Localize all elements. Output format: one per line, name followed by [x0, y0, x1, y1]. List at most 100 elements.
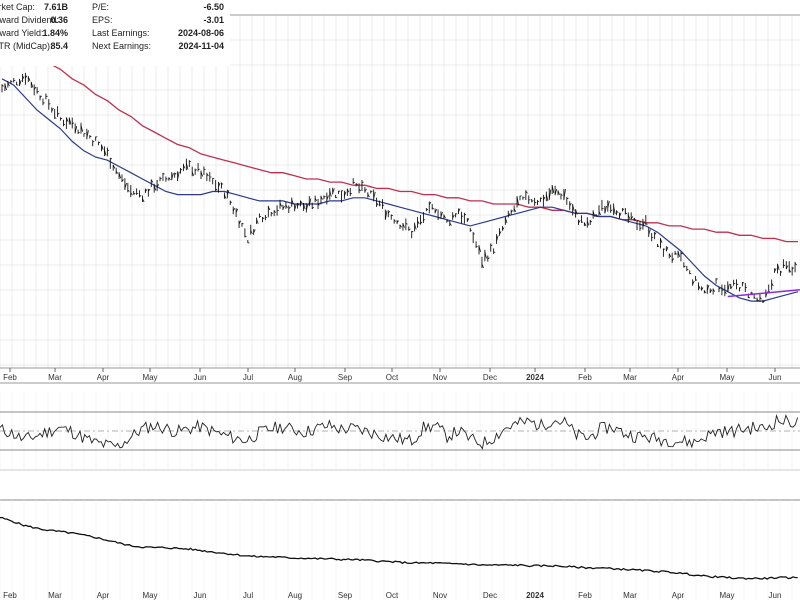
long-moving-average-line [1, 40, 798, 243]
price-bar-tick [168, 177, 171, 181]
price-bar-tick [496, 235, 499, 241]
price-bar-tick [657, 245, 660, 247]
price-bar-tick [762, 300, 765, 303]
price-bar-tick [156, 184, 160, 187]
price-bar-tick [627, 214, 631, 219]
price-bar-tick [36, 91, 39, 93]
price-bar-tick [314, 198, 318, 202]
price-bar-tick [332, 188, 335, 194]
price-bar-tick [305, 203, 309, 211]
price-bar-tick [446, 220, 449, 222]
price-bar-tick [250, 230, 253, 234]
price-bar-tick [95, 136, 98, 138]
x-tick-label: Feb [3, 373, 17, 382]
price-bar-tick [71, 122, 75, 125]
price-bar-tick [1, 84, 4, 87]
price-bar-tick [376, 202, 379, 206]
stat-value: 1.84% [42, 28, 68, 38]
price-bar-tick [7, 82, 10, 87]
price-bar-tick [642, 221, 645, 228]
price-bar-tick [33, 86, 37, 90]
price-bar-tick [490, 244, 493, 247]
price-bar-tick [189, 160, 192, 163]
price-bar-tick [215, 188, 218, 191]
price-bar-tick [121, 179, 124, 182]
price-bar-tick [127, 189, 130, 192]
price-bar-tick [118, 172, 122, 179]
price-bar-tick [66, 117, 69, 122]
price-bar-tick [540, 197, 543, 199]
price-bar-tick [51, 107, 54, 112]
price-bar-tick [654, 232, 657, 235]
price-bar-tick [285, 204, 288, 209]
price-bar-tick [519, 195, 522, 197]
price-bar-tick [780, 271, 783, 273]
price-bar-tick [648, 229, 651, 235]
price-bar-tick [145, 189, 148, 192]
x-tick-label: Sep [338, 373, 353, 382]
price-bar-tick [665, 246, 669, 252]
price-bar-tick [431, 207, 435, 210]
bottom-x-tick-label: 2024 [526, 591, 544, 600]
price-bar-tick [522, 197, 525, 199]
short-moving-average-group [1, 78, 799, 302]
price-bar-tick [165, 178, 168, 180]
price-bar-tick [147, 188, 151, 192]
stat-label: P/E: [92, 2, 110, 12]
price-bar-tick [115, 170, 119, 174]
price-bar-tick [130, 192, 133, 196]
price-bar-tick [584, 222, 587, 226]
price-bar-tick [440, 211, 443, 217]
price-bar-tick [759, 297, 762, 300]
bottom-indicator-line [0, 516, 798, 580]
price-bar-tick [630, 216, 634, 220]
price-bar-tick [753, 297, 756, 299]
price-bar-tick [22, 76, 25, 80]
price-bar-tick [545, 194, 549, 202]
price-bar-tick [578, 220, 581, 224]
price-bar-tick [557, 190, 560, 195]
price-bar-tick [724, 291, 727, 294]
price-bar-tick [27, 76, 31, 81]
price-bar-tick [513, 208, 517, 212]
stat-value: -3.01 [203, 15, 224, 25]
price-bar-tick [569, 202, 572, 207]
stat-value: 2024-11-04 [178, 41, 224, 51]
price-bar-tick [218, 182, 221, 187]
price-bar-tick [420, 221, 423, 224]
price-bar-tick [426, 208, 429, 211]
stat-label: Last Earnings: [92, 28, 150, 38]
bottom-x-tick-label: Mar [48, 591, 62, 600]
x-tick-label: Jun [194, 373, 207, 382]
price-bars-group [1, 72, 797, 303]
price-bar-tick [238, 220, 242, 225]
price-bar-tick [771, 282, 774, 287]
price-bar-tick [402, 223, 405, 228]
stats-box: Market Cap: 7.61B Forward Dividend: 0.36… [0, 0, 230, 66]
x-tick-label: May [142, 373, 157, 382]
x-tick-label: Apr [672, 373, 685, 382]
price-bar-tick [183, 165, 186, 169]
price-bar-tick [510, 210, 514, 213]
x-tick-label: Nov [433, 373, 447, 382]
price-bar-tick [226, 190, 230, 195]
price-bar-tick [639, 227, 642, 229]
price-bar-tick [399, 224, 402, 228]
price-bar-tick [706, 285, 710, 291]
price-bar-tick [604, 205, 607, 214]
price-bar-tick [329, 190, 332, 197]
price-bar-tick [282, 205, 285, 210]
price-bar-tick [543, 196, 546, 201]
price-bar-tick [692, 280, 695, 285]
price-bar-tick [434, 208, 438, 213]
price-bar-tick [323, 195, 326, 198]
price-bar-tick [80, 125, 84, 132]
price-bar-tick [575, 209, 578, 215]
price-bar-tick [180, 168, 183, 171]
price-bar-tick [308, 198, 312, 206]
price-bar-tick [531, 200, 534, 202]
price-bar-tick [279, 202, 282, 207]
stat-value: 2024-08-06 [177, 28, 224, 38]
price-bar-tick [19, 80, 22, 86]
price-bar-tick [373, 191, 376, 199]
